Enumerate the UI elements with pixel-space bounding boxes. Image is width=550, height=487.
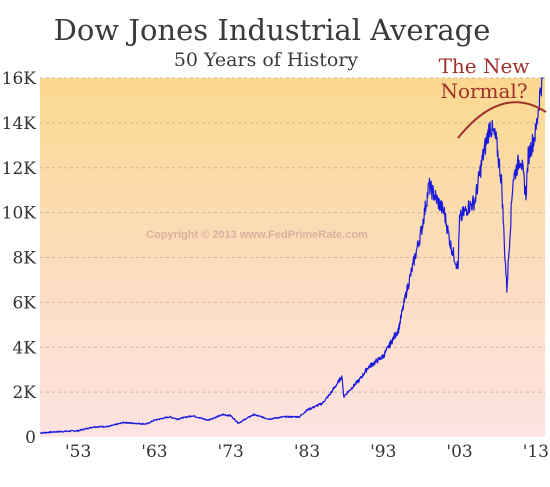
y-tick-label: 16K [2,69,37,89]
x-tick-label: '73 [218,442,244,462]
y-tick-label: 2K [12,383,36,403]
x-tick-label: '13 [523,442,549,462]
x-tick-label: '93 [370,442,396,462]
y-tick-label: 12K [2,159,37,179]
y-tick-label: 6K [12,293,36,313]
y-tick-label: 0 [25,428,36,448]
y-tick-label: 14K [2,114,37,134]
watermark: Copyright © 2013 www.FedPrimeRate.com [146,229,368,241]
y-axis-ticks: 0 2K 4K 6K 8K 10K 12K 14K 16K [2,69,37,448]
gridlines [40,77,545,393]
x-tick-label: '53 [65,442,91,462]
annotation-text-line2: Normal? [440,79,527,103]
x-tick-label: '63 [141,442,167,462]
chart-title: Dow Jones Industrial Average [54,13,491,47]
y-tick-label: 4K [12,338,36,358]
x-tick-label: '83 [294,442,320,462]
y-tick-label: 10K [2,204,37,224]
chart-subtitle: 50 Years of History [174,49,359,71]
annotation-arc [457,101,547,139]
x-tick-label: '03 [446,442,472,462]
x-axis-ticks: '53 '63 '73 '83 '93 '03 '13 [65,442,549,462]
y-tick-label: 8K [12,249,36,269]
series-line [39,77,544,435]
annotation-text: The New [439,54,530,78]
